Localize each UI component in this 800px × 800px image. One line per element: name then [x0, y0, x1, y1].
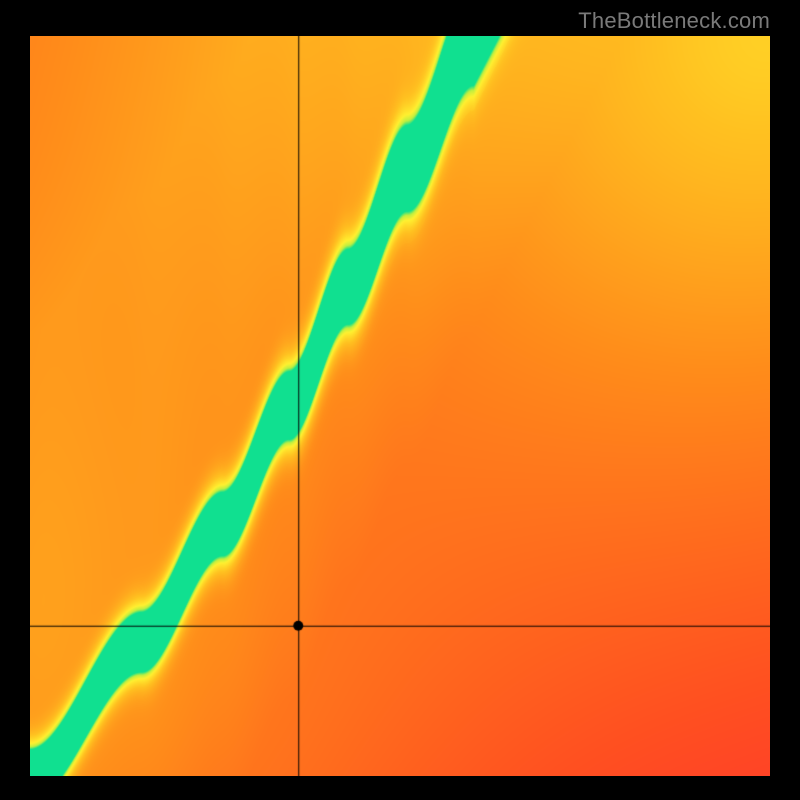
bottleneck-heatmap: [30, 36, 770, 776]
chart-container: TheBottleneck.com: [0, 0, 800, 800]
watermark-text: TheBottleneck.com: [578, 8, 770, 34]
